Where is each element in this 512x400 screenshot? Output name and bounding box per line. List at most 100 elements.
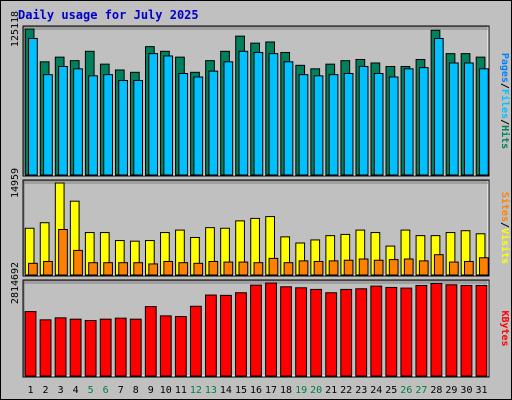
files-bar bbox=[43, 74, 53, 176]
files-bar bbox=[388, 76, 399, 176]
chart-title: Daily usage for July 2025 bbox=[18, 8, 199, 22]
kbytes-bar bbox=[310, 288, 323, 377]
files-bar bbox=[313, 75, 324, 176]
x-tick-label: 14 bbox=[220, 385, 232, 396]
kbytes-bar bbox=[400, 287, 413, 377]
x-tick-label: 17 bbox=[265, 385, 277, 396]
sites-bar bbox=[88, 262, 98, 276]
x-tick-label: 8 bbox=[133, 385, 139, 396]
legend-panel-1: Pages/Files/Hits bbox=[499, 53, 511, 149]
files-bar bbox=[373, 72, 384, 176]
x-tick-label: 12 bbox=[190, 385, 202, 396]
kbytes-bar bbox=[355, 288, 368, 377]
kbytes-bar bbox=[39, 319, 52, 377]
files-bar bbox=[448, 62, 459, 176]
x-tick-label: 26 bbox=[400, 385, 412, 396]
sites-bar bbox=[388, 259, 399, 276]
kbytes-bar bbox=[250, 284, 262, 377]
files-bar bbox=[28, 37, 38, 176]
legend-sites: Sites bbox=[499, 192, 511, 222]
kbytes-bar bbox=[385, 286, 398, 377]
kbytes-bar bbox=[445, 284, 458, 377]
legend-kbytes: KBytes bbox=[499, 310, 510, 346]
x-tick-label: 15 bbox=[235, 385, 247, 396]
sites-bar bbox=[433, 254, 444, 276]
x-tick-label: 28 bbox=[430, 385, 442, 396]
sites-bar bbox=[358, 258, 369, 276]
kbytes-bar bbox=[114, 317, 127, 377]
x-tick-label: 30 bbox=[460, 385, 472, 396]
kbytes-bar bbox=[220, 294, 232, 377]
sites-bar bbox=[73, 249, 83, 276]
files-bar bbox=[433, 37, 444, 176]
x-tick-label: 5 bbox=[88, 385, 94, 396]
kbytes-bar bbox=[159, 315, 172, 377]
kbytes-bar bbox=[24, 311, 37, 377]
x-tick-label: 21 bbox=[325, 385, 337, 396]
sites-bar bbox=[448, 261, 459, 276]
sites-bar bbox=[238, 261, 249, 276]
files-bar bbox=[178, 72, 189, 176]
kbytes-bar bbox=[340, 288, 353, 377]
kbytes-bar bbox=[69, 318, 82, 377]
kbytes-bar bbox=[415, 284, 428, 377]
legend-separator: / bbox=[499, 222, 510, 228]
files-bar bbox=[358, 65, 369, 176]
sites-bar bbox=[208, 260, 219, 276]
files-bar bbox=[73, 68, 83, 176]
sites-bar bbox=[178, 262, 189, 276]
sites-bar bbox=[403, 258, 414, 276]
kbytes-bar bbox=[204, 294, 217, 377]
x-tick-label: 23 bbox=[355, 385, 367, 396]
sites-bar bbox=[118, 262, 128, 276]
kbytes-bar bbox=[174, 316, 187, 377]
sites-bar bbox=[253, 262, 264, 276]
kbytes-bar bbox=[295, 287, 308, 377]
legend-panel-2: Sites/Visits bbox=[499, 192, 511, 264]
files-bar bbox=[328, 74, 339, 176]
sites-bar bbox=[283, 262, 294, 276]
y-tick-label: 2814692 bbox=[10, 262, 21, 304]
files-bar bbox=[403, 68, 414, 176]
x-tick-label: 19 bbox=[295, 385, 307, 396]
sites-bar bbox=[148, 263, 159, 276]
sites-bar bbox=[103, 262, 113, 276]
x-tick-label: 24 bbox=[370, 385, 382, 396]
chart-bars bbox=[24, 28, 489, 377]
x-tick-label: 11 bbox=[175, 385, 187, 396]
files-bar bbox=[58, 65, 68, 176]
y-tick-label: 14959 bbox=[10, 168, 21, 198]
files-bar bbox=[208, 70, 219, 176]
sites-bar bbox=[28, 262, 38, 276]
kbytes-bar bbox=[235, 292, 247, 377]
legend-hits: Hits bbox=[499, 125, 511, 149]
legend-files: Files bbox=[499, 89, 511, 119]
kbytes-bar bbox=[370, 285, 383, 377]
legend-pages: Pages bbox=[499, 53, 510, 83]
chart-labels: 125118Pages/Files/Hits14959Sites/Visits2… bbox=[10, 11, 511, 396]
files-bar bbox=[343, 72, 354, 176]
x-tick-label: 20 bbox=[310, 385, 322, 396]
files-bar bbox=[148, 53, 159, 176]
files-bar bbox=[463, 62, 474, 176]
files-bar bbox=[253, 51, 264, 176]
files-bar bbox=[418, 67, 429, 176]
files-bar bbox=[479, 68, 489, 176]
sites-bar bbox=[43, 260, 53, 276]
files-bar bbox=[268, 53, 279, 176]
files-bar bbox=[283, 61, 294, 176]
legend-visits: Visits bbox=[499, 228, 511, 264]
sites-bar bbox=[479, 257, 489, 276]
y-tick-label: 125118 bbox=[10, 11, 21, 47]
x-tick-label: 22 bbox=[340, 385, 352, 396]
legend-separator: / bbox=[499, 119, 510, 125]
files-bar bbox=[103, 74, 113, 176]
kbytes-bar bbox=[84, 319, 97, 377]
x-tick-label: 27 bbox=[415, 385, 427, 396]
kbytes-bar bbox=[280, 286, 292, 377]
sites-bar bbox=[58, 228, 68, 276]
x-tick-label: 3 bbox=[58, 385, 64, 396]
x-tick-label: 6 bbox=[103, 385, 109, 396]
x-tick-label: 7 bbox=[118, 385, 124, 396]
